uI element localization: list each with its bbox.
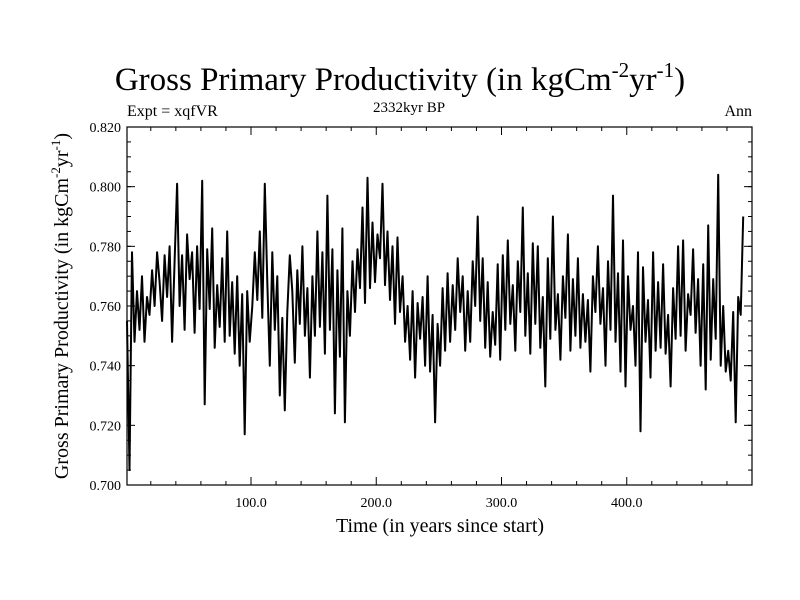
y-axis-title-sup1: -2 xyxy=(48,167,63,178)
y-tick-label: 0.800 xyxy=(90,181,122,196)
y-tick-label: 0.780 xyxy=(90,240,122,255)
chart-title-end: ) xyxy=(674,62,686,98)
y-axis-ticks: 0.700 0.720 0.740 0.760 0.780 0.800 0.820 xyxy=(90,121,752,494)
chart-title-mid: yr xyxy=(629,62,657,98)
y-tick-label: 0.820 xyxy=(90,121,122,136)
x-tick-label: 400.0 xyxy=(611,496,643,511)
chart-title-main: Gross Primary Productivity (in kgCm xyxy=(114,62,612,98)
chart-subtitle: 2332kyr BP xyxy=(372,100,446,116)
y-axis-title: Gross Primary Productivity (in kgCm-2yr-… xyxy=(48,133,73,479)
y-axis-title-sup2: -1 xyxy=(48,140,63,151)
y-axis-title-mid: yr xyxy=(51,150,73,167)
y-tick-label: 0.760 xyxy=(90,300,122,315)
x-tick-label: 300.0 xyxy=(486,496,518,511)
y-axis-title-main: Gross Primary Productivity (in kgCm xyxy=(51,178,73,480)
y-tick-label: 0.720 xyxy=(90,419,122,434)
series-line-gpp xyxy=(126,173,745,472)
experiment-label: Expt = xqfVR xyxy=(127,103,218,120)
y-tick-label: 0.740 xyxy=(90,360,122,375)
x-axis-ticks: 100.0 200.0 300.0 400.0 xyxy=(150,127,753,511)
y-tick-label: 0.700 xyxy=(90,479,122,494)
x-tick-label: 200.0 xyxy=(360,496,392,511)
y-axis-title-end: ) xyxy=(51,133,73,140)
chart-title-sup2: -1 xyxy=(656,58,675,82)
season-label: Ann xyxy=(724,103,752,120)
plot-frame xyxy=(126,126,753,486)
chart-title-sup1: -2 xyxy=(611,58,630,82)
x-axis-title: Time (in years since start) xyxy=(336,515,544,537)
x-tick-label: 100.0 xyxy=(235,496,267,511)
chart-title: Gross Primary Productivity (in kgCm-2yr-… xyxy=(0,60,800,100)
